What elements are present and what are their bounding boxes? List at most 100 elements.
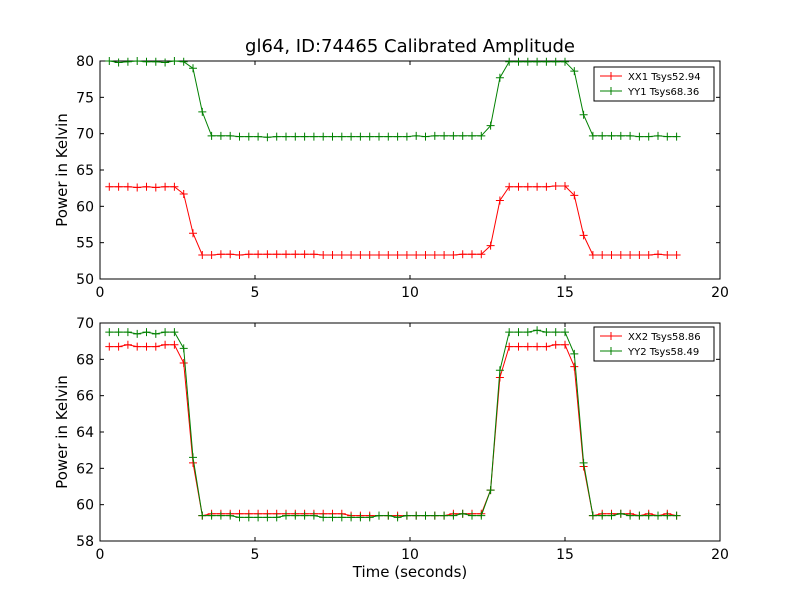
y-tick-label: 66 [76, 389, 94, 405]
data-point [375, 132, 383, 141]
data-point [207, 131, 216, 140]
data-point [198, 251, 207, 260]
chart-title: gl64, ID:74465 Calibrated Amplitude [245, 36, 575, 57]
data-point [523, 328, 532, 337]
data-point [105, 342, 114, 351]
data-point [468, 250, 476, 259]
data-point [254, 132, 263, 141]
y-tick-label: 80 [76, 54, 94, 70]
data-point [579, 110, 588, 119]
data-point [272, 132, 281, 141]
data-point [458, 509, 467, 518]
data-point [654, 131, 662, 140]
data-point [254, 250, 263, 259]
data-point [216, 511, 225, 520]
data-point [161, 328, 170, 337]
y-tick-label: 62 [76, 461, 94, 477]
data-point [282, 250, 290, 259]
y-tick-label: 55 [76, 236, 94, 252]
y-axis-label: Power in Kelvin [53, 113, 71, 227]
data-point [319, 513, 328, 522]
data-point [319, 132, 328, 141]
data-point [635, 511, 644, 520]
data-point [365, 251, 374, 260]
data-point [393, 513, 402, 522]
data-point [216, 131, 225, 140]
legend: XX2 Tsys58.86 YY2 Tsys58.49 [593, 326, 715, 362]
data-point [523, 182, 532, 191]
legend-marker [607, 72, 615, 80]
data-point [644, 511, 653, 520]
data-point [189, 229, 197, 238]
data-point [468, 511, 476, 520]
y-tick-label: 68 [76, 352, 94, 368]
data-point [365, 132, 374, 141]
data-point [170, 57, 179, 65]
legend-marker [607, 87, 615, 95]
data-point [142, 342, 151, 351]
data-point [244, 513, 253, 522]
data-point [486, 486, 495, 495]
data-point [579, 458, 588, 467]
data-point [412, 511, 421, 520]
x-tick-label: 0 [96, 547, 105, 563]
legend: XX1 Tsys52.94 YY1 Tsys68.36 [593, 66, 715, 102]
data-point [114, 328, 123, 337]
data-point [151, 329, 160, 338]
data-point [272, 513, 281, 522]
data-point [542, 57, 551, 66]
data-point [663, 132, 672, 141]
data-point [151, 183, 160, 192]
x-tick-label: 15 [556, 285, 574, 301]
legend-label: XX2 Tsys58.86 [628, 332, 701, 343]
data-point [189, 64, 197, 73]
data-point [179, 344, 188, 353]
data-point [402, 511, 411, 520]
series-xx1 [105, 181, 681, 260]
data-point [198, 511, 207, 520]
data-point [161, 58, 170, 67]
x-tick-label: 10 [401, 285, 419, 301]
data-point [551, 328, 560, 337]
data-point [347, 132, 356, 141]
legend-box [593, 66, 715, 102]
data-point [561, 328, 569, 337]
data-point [588, 251, 597, 260]
data-point [542, 328, 551, 337]
data-point [635, 251, 644, 260]
data-point [440, 251, 449, 260]
data-point [133, 342, 142, 351]
data-point [468, 131, 476, 140]
y-tick-label: 58 [76, 534, 94, 550]
x-tick-label: 5 [251, 285, 260, 301]
data-point [616, 509, 625, 518]
data-point [561, 181, 569, 190]
data-point [384, 251, 393, 260]
data-point [123, 182, 132, 191]
data-point [616, 251, 625, 260]
plot-panel-2: 0 5 10 15 20 58 60 62 64 66 68 70 Power in Kelvin Tim… [53, 316, 729, 581]
x-tick-label: 20 [711, 547, 729, 563]
data-point [449, 251, 458, 260]
data-point [114, 182, 123, 191]
data-point [189, 453, 197, 462]
data-point [570, 67, 579, 76]
data-point [598, 511, 607, 520]
data-point [449, 131, 458, 140]
data-point [654, 250, 662, 259]
data-point [523, 57, 532, 66]
data-point [458, 250, 467, 259]
y-tick-label: 50 [76, 272, 94, 288]
data-point [505, 182, 514, 191]
data-point [542, 182, 551, 191]
data-point [523, 342, 532, 351]
data-point [626, 131, 635, 140]
data-point [179, 358, 188, 367]
data-point [672, 251, 681, 260]
y-tick-label: 60 [76, 498, 94, 514]
data-point [161, 340, 170, 349]
data-point [216, 250, 225, 259]
data-point [579, 231, 588, 240]
data-point [133, 183, 142, 192]
data-point [207, 511, 216, 520]
